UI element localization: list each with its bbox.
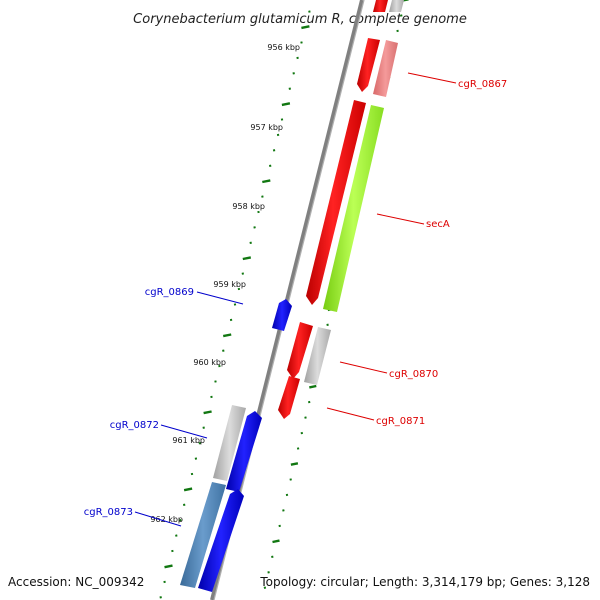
ruler-label-962: 962 kbp: [150, 515, 183, 524]
outer-track-major-tick: [309, 384, 317, 389]
leader-cgr-0867: [407, 72, 457, 84]
ruler-label-957: 957 kbp: [250, 123, 283, 132]
ruler-track: [159, 10, 311, 599]
gene-label-cgr-0870[interactable]: cgR_0870: [389, 369, 438, 380]
gene-cds-0871[interactable]: [278, 376, 300, 419]
gene-cds-0873[interactable]: [198, 489, 244, 592]
ruler-major-tick: [203, 410, 212, 415]
gene-label-group: cgR_0867 secA cgR_0869 cgR_0870 cgR_0871…: [84, 72, 507, 527]
ruler-major-tick: [262, 179, 271, 184]
leader-cgr-0872: [160, 424, 208, 439]
leader-seca: [376, 213, 425, 225]
leader-cgr-0869: [196, 291, 244, 305]
ruler-label-959: 959 kbp: [213, 280, 246, 289]
match-cds-0870[interactable]: [304, 327, 331, 385]
gene-cds-0867[interactable]: [357, 38, 380, 92]
ruler-label-960: 960 kbp: [193, 358, 226, 367]
outer-track-major-tick: [272, 539, 280, 544]
gene-label-seca[interactable]: secA: [426, 219, 450, 230]
ruler-label-958: 958 kbp: [232, 202, 265, 211]
ruler-major-tick: [222, 333, 232, 338]
gene-seca[interactable]: [306, 100, 366, 305]
leader-cgr-0870: [339, 361, 388, 374]
ruler-label-956: 956 kbp: [267, 43, 300, 52]
match-cds-0867[interactable]: [373, 40, 398, 97]
accession-text: Accession: NC_009342: [8, 575, 144, 589]
ruler-major-tick: [183, 487, 193, 492]
gene-label-cgr-0873[interactable]: cgR_0873: [84, 507, 133, 518]
leader-cgr-0871: [326, 407, 375, 421]
gene-cds-0870[interactable]: [287, 322, 313, 379]
genome-stats-text: Topology: circular; Length: 3,314,179 bp…: [259, 575, 590, 589]
gene-cds-0872[interactable]: [226, 411, 262, 492]
gene-cds-0869[interactable]: [272, 299, 292, 331]
gene-label-cgr-0872[interactable]: cgR_0872: [110, 420, 159, 431]
track-cds-0872: [213, 405, 246, 481]
gene-label-cgr-0869[interactable]: cgR_0869: [145, 287, 194, 298]
ruler-major-tick: [164, 564, 173, 569]
ruler-major-tick: [281, 102, 291, 107]
ruler-major-tick: [301, 25, 310, 30]
track-cds-0873: [180, 482, 226, 588]
map-title: Corynebacterium glutamicum R, complete g…: [133, 12, 467, 27]
match-seca[interactable]: [323, 105, 384, 312]
ruler-labels: 956 kbp 957 kbp 958 kbp 959 kbp 960 kbp …: [150, 43, 300, 524]
outer-track-major-tick: [290, 462, 299, 466]
ruler-major-tick: [242, 256, 252, 261]
gene-cds-0866-segment[interactable]: [373, 0, 388, 12]
gene-label-cgr-0867[interactable]: cgR_0867: [458, 79, 507, 90]
ruler-label-961: 961 kbp: [172, 436, 205, 445]
leader-cgr-0873: [134, 511, 182, 527]
gene-label-cgr-0871[interactable]: cgR_0871: [376, 416, 425, 427]
match-track-segment-top: [389, 0, 404, 12]
